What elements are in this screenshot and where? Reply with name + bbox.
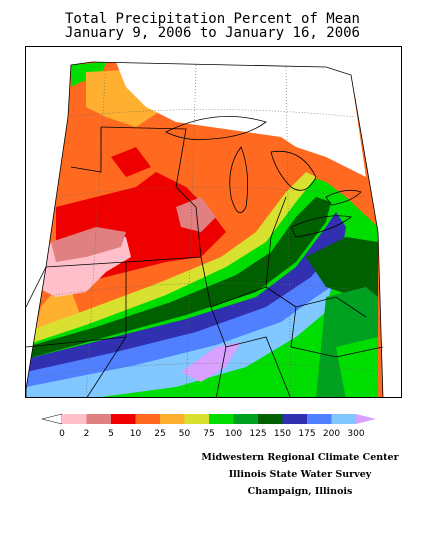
legend-swatch-below-0	[41, 413, 63, 425]
legend-swatch-175_200	[307, 414, 332, 424]
legend-swatch-0_2	[62, 414, 87, 424]
legend-tick-label: 150	[274, 429, 291, 439]
legend-tick-label: 300	[347, 429, 364, 439]
legend-swatch-10_25	[135, 414, 160, 424]
legend-swatch-2_5	[86, 414, 111, 424]
legend-swatch-200_300	[331, 414, 356, 424]
credit-line-1: Midwestern Regional Climate Center	[201, 452, 399, 463]
color-legend: 0 2 5 10 25 50 75 100 125 150 175 200 300	[41, 413, 376, 439]
legend-tick-label: 25	[154, 429, 165, 439]
credit-line-2: Illinois State Water Survey	[228, 469, 372, 480]
precipitation-field	[26, 62, 383, 397]
domain-outline	[26, 61, 384, 397]
legend-swatch-100_125	[233, 414, 258, 424]
field-75-100-east	[336, 337, 378, 397]
legend-tick-label: 50	[179, 429, 191, 439]
graticule	[30, 61, 382, 397]
field-50-75-belt	[26, 172, 316, 345]
precipitation-map	[25, 46, 402, 398]
field-125-150-belt	[26, 197, 331, 359]
legend-tick-label: 100	[225, 429, 242, 439]
legend-tick-label: 125	[249, 429, 266, 439]
map-title-line-1: Total Precipitation Percent of Mean	[64, 11, 360, 27]
legend-tick-label: 10	[130, 429, 142, 439]
field-150-175-belt	[26, 212, 346, 377]
field-200-300	[26, 287, 331, 397]
legend-tick-label: 0	[59, 429, 65, 439]
legend-swatch-25_50	[160, 414, 185, 424]
field-above-300	[181, 342, 241, 382]
legend-swatch-150_175	[282, 414, 307, 424]
legend-swatch-125_150	[258, 414, 283, 424]
field-below-0-lakes	[116, 62, 366, 177]
legend-tick-labels: 0 2 5 10 25 50 75 100 125 150 175 200 300	[59, 429, 365, 439]
field-2-5-west	[51, 227, 126, 262]
field-2-5-core	[176, 197, 216, 232]
field-5-10-north	[111, 147, 151, 177]
legend-tick-label: 2	[84, 429, 90, 439]
map-title-line-2: January 9, 2006 to January 16, 2006	[64, 25, 360, 41]
great-lakes	[165, 115, 362, 238]
credit-line-3: Champaign, Illinois	[247, 486, 353, 497]
legend-tick-label: 200	[323, 429, 340, 439]
legend-swatch-above-300	[356, 414, 376, 424]
legend-tick-label: 175	[298, 429, 315, 439]
state-boundaries	[26, 126, 384, 397]
legend-swatch-5_10	[111, 414, 136, 424]
legend-swatch-75_100	[209, 414, 234, 424]
legend-tick-label: 5	[108, 429, 114, 439]
legend-swatch-50_75	[184, 414, 209, 424]
legend-swatches	[41, 413, 376, 425]
precipitation-map-canvas	[26, 61, 384, 397]
field-175-200	[26, 247, 346, 392]
legend-tick-label: 75	[203, 429, 214, 439]
